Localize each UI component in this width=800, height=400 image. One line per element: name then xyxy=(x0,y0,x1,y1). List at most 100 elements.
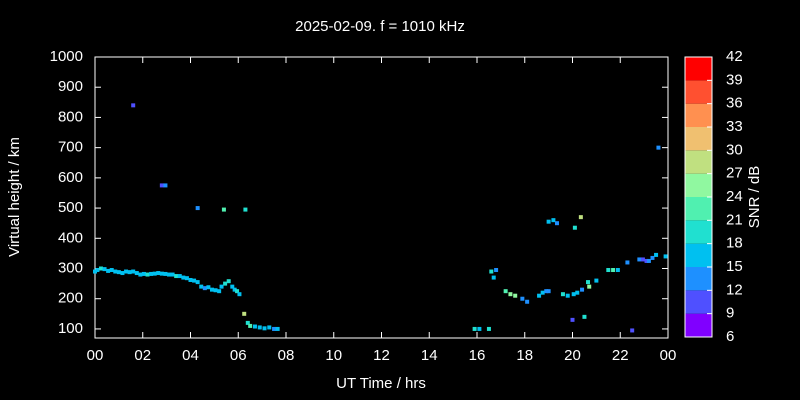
colorbar-band xyxy=(685,313,712,337)
data-point xyxy=(141,271,146,276)
colorbar-tick-label: 39 xyxy=(726,71,743,88)
y-tick-label: 100 xyxy=(58,320,83,337)
data-point xyxy=(537,293,542,298)
y-tick-label: 700 xyxy=(58,139,83,156)
data-point xyxy=(275,326,280,331)
colorbar-band xyxy=(685,173,712,197)
data-point xyxy=(267,325,272,330)
data-point xyxy=(630,328,635,333)
y-tick-label: 500 xyxy=(58,199,83,216)
data-point xyxy=(177,274,182,279)
data-point xyxy=(242,311,247,316)
data-point xyxy=(640,257,645,262)
data-point xyxy=(582,314,587,319)
colorbar-tick-label: 6 xyxy=(726,328,734,345)
data-point xyxy=(248,323,253,328)
x-tick-label: 00 xyxy=(660,347,677,364)
colorbar-tick-label: 18 xyxy=(726,235,743,252)
data-point xyxy=(116,270,121,275)
colorbar-tick-label: 12 xyxy=(726,281,743,298)
data-point xyxy=(554,221,559,226)
data-point xyxy=(546,289,551,294)
data-point xyxy=(262,326,267,331)
data-point xyxy=(606,268,611,273)
data-point xyxy=(571,292,576,297)
data-point xyxy=(98,266,103,271)
data-point xyxy=(184,276,189,281)
colorbar-label: SNR / dB xyxy=(746,166,763,229)
colorbar-tick-label: 27 xyxy=(726,165,743,182)
colorbar-tick-label: 15 xyxy=(726,258,743,275)
data-point xyxy=(551,218,556,223)
x-tick-label: 10 xyxy=(325,347,342,364)
data-point xyxy=(127,270,132,275)
data-point xyxy=(540,290,545,295)
y-axis-label: Virtual height / km xyxy=(6,137,23,257)
data-point xyxy=(134,271,139,276)
data-point xyxy=(272,326,277,331)
data-point xyxy=(237,292,242,297)
data-point xyxy=(219,284,224,289)
data-point xyxy=(124,269,129,274)
data-point xyxy=(159,183,164,188)
y-tick-label: 200 xyxy=(58,290,83,307)
data-point xyxy=(102,267,107,272)
x-axis-label: UT Time / hrs xyxy=(336,375,426,392)
plot-frame xyxy=(94,56,669,339)
data-point xyxy=(159,271,164,276)
data-point xyxy=(152,271,157,276)
colorbar-tick-label: 21 xyxy=(726,211,743,228)
colorbar-band xyxy=(685,103,712,127)
data-point xyxy=(503,289,508,294)
colorbar-band xyxy=(685,220,712,244)
colorbar-band xyxy=(685,197,712,221)
data-point xyxy=(113,269,118,274)
data-point xyxy=(644,258,649,263)
data-point xyxy=(489,269,494,274)
chart-title: 2025-02-09. f = 1010 kHz xyxy=(295,18,465,35)
colorbar-band xyxy=(685,57,712,81)
data-point xyxy=(106,268,111,273)
data-point xyxy=(195,280,200,285)
data-point xyxy=(93,269,97,274)
data-point xyxy=(199,284,204,289)
data-point xyxy=(494,268,499,273)
data-point xyxy=(580,287,585,292)
colorbar-tick-label: 30 xyxy=(726,141,743,158)
data-point xyxy=(202,286,207,291)
x-tick-label: 00 xyxy=(87,347,104,364)
data-point xyxy=(195,206,200,211)
colorbar-tick-label: 42 xyxy=(726,48,743,65)
data-point xyxy=(565,293,570,298)
data-point xyxy=(209,287,214,292)
data-point xyxy=(120,271,125,276)
x-tick-label: 22 xyxy=(612,347,629,364)
colorbar-band xyxy=(685,80,712,104)
colorbar-tick-label: 9 xyxy=(726,305,734,322)
x-tick-label: 14 xyxy=(421,347,438,364)
data-point xyxy=(163,271,168,276)
data-point xyxy=(570,317,575,322)
data-point xyxy=(95,268,100,273)
colorbar-band xyxy=(685,267,712,291)
x-tick-label: 18 xyxy=(516,347,533,364)
y-tick-label: 800 xyxy=(58,108,83,125)
data-point xyxy=(149,271,154,276)
y-tick-label: 900 xyxy=(58,78,83,95)
y-tick-label: 400 xyxy=(58,229,83,246)
data-point xyxy=(163,183,168,188)
data-point xyxy=(520,296,525,301)
data-point xyxy=(594,278,599,283)
data-point xyxy=(109,268,114,273)
colorbar-tick-label: 33 xyxy=(726,118,743,135)
data-point xyxy=(206,285,211,290)
data-point xyxy=(245,320,250,325)
data-point xyxy=(513,293,518,298)
data-point xyxy=(560,292,565,297)
data-point xyxy=(486,326,491,331)
data-point xyxy=(637,257,642,262)
x-tick-label: 20 xyxy=(564,347,581,364)
data-point xyxy=(192,278,197,283)
